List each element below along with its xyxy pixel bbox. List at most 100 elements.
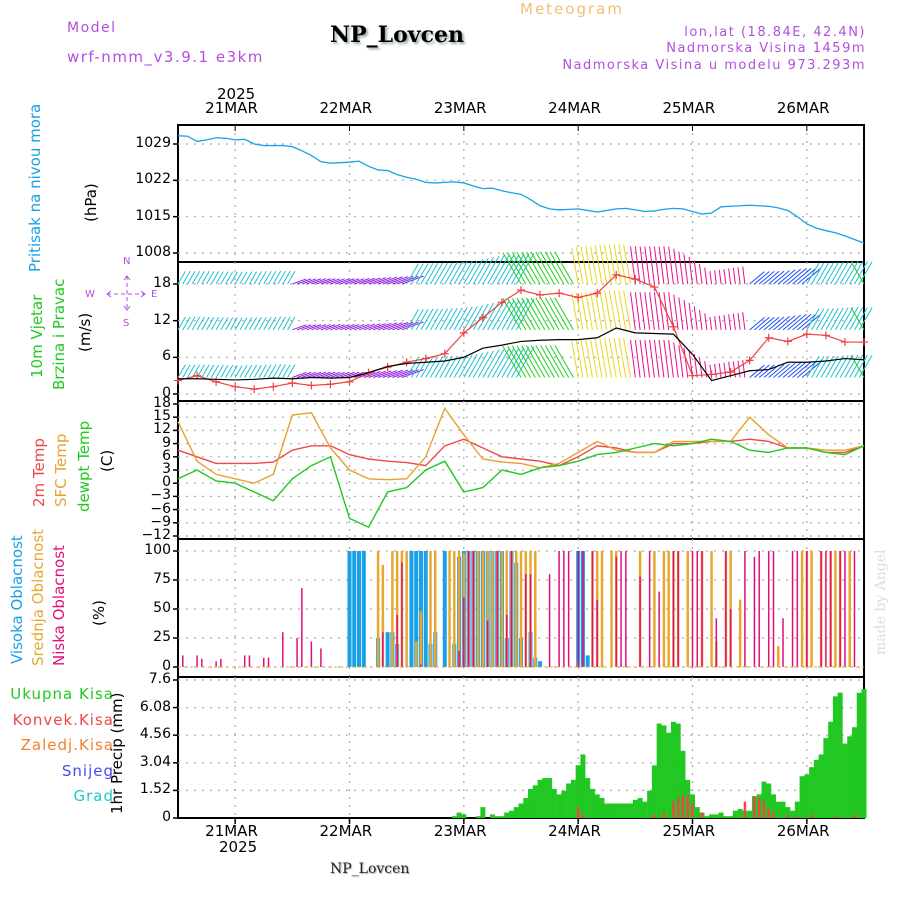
wind-arrow: [187, 270, 196, 285]
y-tick-label-temperature: 3: [162, 461, 171, 477]
precip-bar-total: [551, 788, 557, 818]
wind-arrow: [358, 277, 376, 285]
compass-w-label: W: [85, 289, 95, 300]
cloud-bar-niska: [396, 614, 398, 667]
wind-gust-marker: [497, 298, 506, 307]
wind-arrow: [453, 307, 468, 331]
wind-arrow: [253, 364, 262, 378]
wind-arrow: [330, 371, 345, 378]
cloud-bar-niska: [472, 551, 475, 667]
bottom-day-label: 21MAR: [205, 822, 258, 840]
precip-bar-total: [585, 778, 591, 818]
top-day-label: 25MAR: [662, 99, 716, 117]
wind-arrow: [277, 270, 286, 285]
wind-arrow: [714, 270, 717, 285]
wind-arrow: [806, 262, 820, 285]
wind-gust-marker: [669, 322, 678, 331]
wind-arrow: [182, 316, 191, 331]
wind-arrow: [796, 313, 817, 331]
precip-bar-total: [594, 794, 600, 818]
wind-arrow: [511, 346, 530, 378]
wind-arrow: [639, 246, 646, 285]
cloud-bar-niska: [510, 551, 513, 667]
wind-arrow: [453, 354, 468, 378]
wind-arrow: [287, 316, 296, 331]
precip-bar-convective: [786, 814, 790, 818]
wind-arrow: [315, 371, 331, 378]
wind-arrow: [377, 276, 398, 285]
wind-arrow: [373, 276, 392, 285]
wind-arrow: [491, 348, 510, 378]
precip-bar-total: [542, 778, 548, 818]
wind-arrow: [737, 312, 741, 330]
wind-arrow: [430, 308, 444, 331]
wind-arrow: [472, 258, 489, 285]
legend-hail: Grad: [73, 787, 114, 805]
wind-arrow: [575, 292, 584, 330]
wind-arrow: [787, 313, 807, 331]
wind-arrow: [732, 267, 736, 285]
wind-arrow: [644, 292, 651, 330]
precip-bar-total: [566, 783, 572, 818]
wind-arrow: [177, 364, 186, 378]
wind-arrow: [311, 324, 327, 331]
wind-arrow: [668, 339, 674, 378]
wind-arrow: [608, 290, 617, 330]
chart-subtitle: Meteogram: [520, 0, 624, 18]
wind-arrow: [477, 256, 495, 285]
cloud-bar-srednja: [810, 551, 813, 667]
cloud-bar-srednja: [667, 551, 670, 667]
wind-arrow: [668, 292, 674, 330]
precip-bar-total: [847, 736, 853, 818]
wind-arrow: [339, 278, 355, 285]
wind-arrow: [535, 345, 555, 378]
wind-arrow: [604, 244, 613, 285]
wind-arrow: [796, 268, 817, 285]
wind-arrow: [649, 246, 655, 285]
y-tick-label-wind: 0: [162, 385, 171, 401]
wind-arrow: [463, 260, 478, 285]
wind-arrow: [820, 355, 834, 378]
wind-arrow: [196, 270, 205, 285]
cloud-bar-niska: [267, 657, 270, 667]
cloud-bar-niska: [844, 551, 846, 667]
wind-arrow: [320, 371, 336, 378]
wind-arrow: [477, 302, 495, 331]
wind-arrow: [777, 315, 796, 331]
wind-arrow: [525, 251, 546, 285]
precip-bar-total: [499, 816, 505, 818]
cloud-bar-niska: [463, 597, 465, 667]
temp-2m-line: [177, 438, 865, 467]
cloud-bar-niska: [215, 661, 217, 667]
wind-arrow: [177, 316, 186, 331]
wind-gust-marker: [860, 338, 868, 347]
y-tick-label-temperature: 6: [162, 447, 171, 464]
wind-arrow: [630, 292, 636, 330]
wind-arrow: [554, 345, 574, 378]
precip-bar-total: [747, 810, 753, 818]
precip-bar-total: [489, 814, 495, 818]
wind-arrow: [377, 370, 398, 378]
wind-arrow: [225, 271, 234, 285]
cloud-bar-niska: [243, 655, 246, 667]
wind-arrow: [844, 260, 859, 285]
wind-arrow: [850, 261, 865, 285]
cloud-bar-niska: [753, 556, 756, 667]
footer-station: NP_Lovcen: [330, 861, 410, 877]
wind-arrow: [530, 297, 551, 331]
precip-bar-total: [675, 723, 681, 818]
wind-arrow: [758, 270, 775, 285]
pressure-line: [177, 135, 865, 244]
y-tick-label-precipitation: 7.6: [148, 671, 171, 687]
cloud-bar-niska: [248, 655, 251, 667]
wind-arrow: [515, 298, 535, 331]
wind-arrow: [768, 364, 785, 378]
precip-bar-total: [570, 779, 576, 818]
wind-arrow: [325, 278, 341, 285]
cloud-bar-srednja: [710, 551, 713, 667]
cloud-bar-srednja: [491, 551, 494, 667]
y-tick-label-precipitation: 6.08: [139, 698, 171, 715]
wind-arrow: [649, 292, 655, 330]
wind-arrow: [575, 340, 584, 378]
y-tick-label-clouds: 25: [153, 629, 171, 645]
